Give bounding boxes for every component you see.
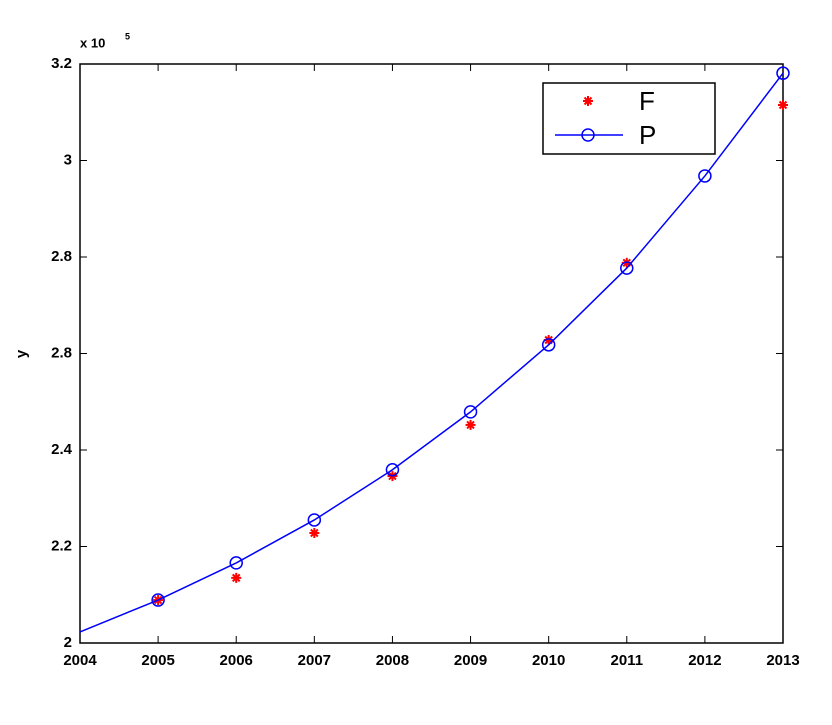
x-tick-label: 2013: [766, 652, 799, 669]
y-multiplier: x 10: [80, 35, 105, 50]
legend-circle: [581, 128, 595, 142]
y-tick-label: 3: [64, 151, 72, 168]
y-multiplier-exponent: 5: [125, 31, 130, 41]
legend-star: [583, 96, 593, 106]
x-tick-label: 2004: [63, 652, 97, 669]
x-tick-label: 2010: [532, 652, 565, 669]
y-tick-label: 2.4: [51, 441, 73, 458]
x-tick-label: 2011: [611, 652, 644, 669]
star-stroke: [778, 100, 788, 110]
circle-marker: [307, 513, 322, 527]
x-tick-label: 2006: [220, 652, 253, 669]
y-tick-label: 2.2: [51, 537, 72, 554]
legend-box: [542, 82, 716, 155]
star-marker: [231, 572, 242, 583]
circle-marker: [776, 66, 790, 80]
circle-marker: [385, 463, 400, 477]
star-marker: [465, 419, 476, 430]
x-tick-label: 2007: [298, 652, 331, 669]
series-line: [79, 72, 784, 633]
y-axis-label: y: [13, 349, 30, 358]
star-stroke: [232, 573, 241, 583]
y-tick-label: 2.8: [51, 248, 72, 265]
star-stroke: [544, 335, 553, 345]
star-stroke: [583, 96, 593, 106]
x-tick-label: 2005: [141, 652, 174, 669]
star-stroke: [466, 420, 475, 430]
x-tick-label: 2008: [376, 652, 409, 669]
x-tick-label: 2009: [454, 652, 487, 669]
circle-marker: [151, 593, 165, 607]
legend-label: F: [639, 86, 655, 116]
circle-marker: [229, 556, 243, 570]
x-tick-label: 2012: [688, 652, 721, 669]
star-stroke: [310, 528, 319, 538]
y-tick-label: 2.8: [51, 344, 72, 361]
circle-marker: [463, 405, 478, 419]
y-tick-label: 2: [64, 634, 72, 651]
y-tick-label: 3.2: [51, 55, 72, 72]
star-marker: [309, 527, 320, 538]
star-marker: [778, 100, 788, 111]
circle-marker: [541, 338, 556, 352]
legend-label: P: [639, 120, 656, 150]
circle-marker: [698, 169, 712, 183]
circle-marker: [620, 261, 634, 275]
